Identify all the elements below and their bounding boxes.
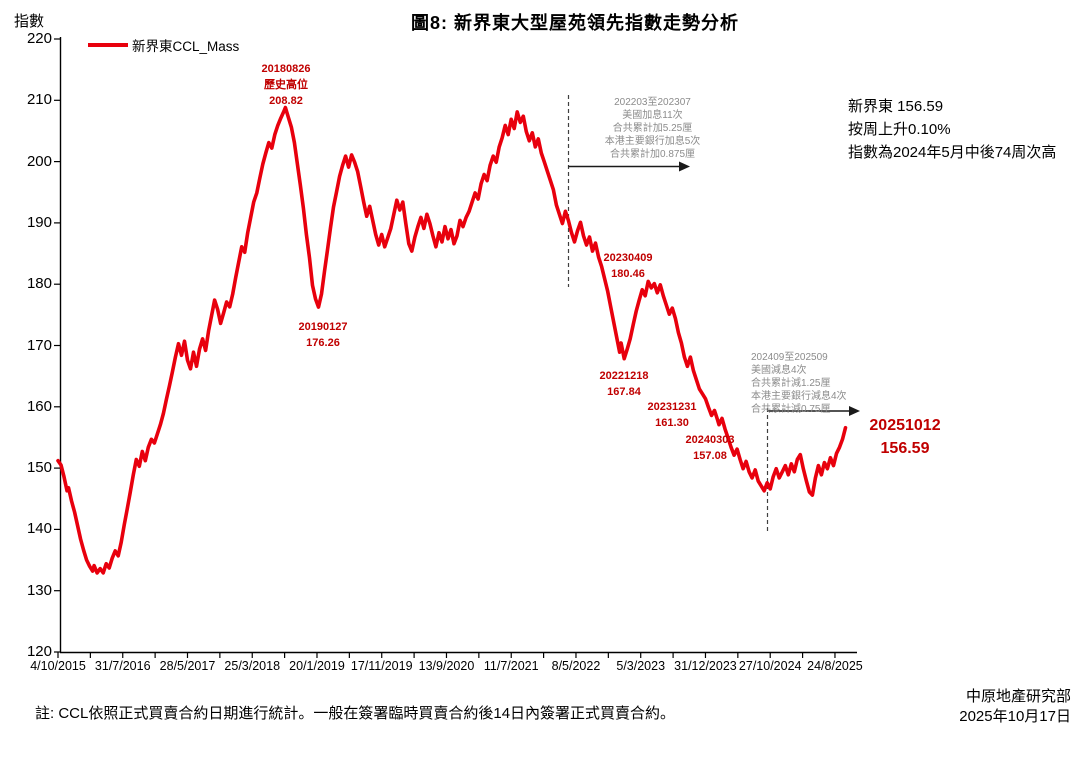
- chart-title: 圖8: 新界東大型屋苑領先指數走勢分析: [410, 13, 739, 33]
- info-line: 合共累計加5.25厘: [612, 123, 693, 134]
- y-tick-label: 220: [26, 30, 52, 47]
- summary-line: 指數為2024年5月中後74周次高: [848, 144, 1057, 161]
- summary-line: 按周上升0.10%: [848, 121, 951, 138]
- x-tick-label: 11/7/2021: [483, 659, 539, 673]
- annotation-low-2022: 20221218 167.84: [534, 368, 714, 400]
- x-tick-label: 8/5/2022: [551, 659, 601, 673]
- annotation-low-2024: 20240303 157.08: [620, 432, 800, 464]
- y-tick-label: 120: [26, 643, 52, 660]
- annotation-line: 161.30: [655, 417, 689, 429]
- y-tick-label: 160: [26, 397, 52, 415]
- info-line: 美國加息11次: [622, 110, 683, 121]
- legend: 新界東CCL_Mass: [88, 35, 239, 55]
- x-tick-label: 20/1/2019: [289, 659, 345, 673]
- annotation-line: 176.26: [306, 337, 340, 349]
- x-tick-label: 27/10/2024: [738, 659, 802, 673]
- x-tick-label: 31/7/2016: [94, 659, 151, 673]
- annotation-line: 20190127: [298, 321, 348, 333]
- y-tick-label: 140: [26, 520, 52, 538]
- info-line: 本港主要銀行加息5次: [604, 136, 701, 147]
- annotation-line: 180.46: [611, 268, 645, 280]
- annotation-latest: 20251012 156.59: [815, 414, 995, 460]
- y-tick-label: 200: [26, 152, 52, 170]
- x-tick-label: 24/8/2025: [807, 659, 863, 673]
- x-tick-label: 13/9/2020: [418, 659, 475, 673]
- latest-summary: 新界東 156.59 按周上升0.10% 指數為2024年5月中後74周次高: [848, 95, 1056, 164]
- annotation-line: 167.84: [607, 386, 641, 398]
- footnote: 註: CCL依照正式買賣合約日期進行統計。一般在簽署臨時買賣合約後14日內簽署正…: [35, 705, 676, 722]
- annotation-line: 20231231: [647, 401, 697, 413]
- annotation-line: 156.59: [880, 440, 930, 457]
- y-tick-label: 130: [26, 581, 52, 599]
- source-block: 中原地產研究部 2025年10月17日: [959, 687, 1071, 727]
- annotation-line: 20251012: [869, 417, 941, 434]
- info-box-rate-hikes: 202203至202307 美國加息11次 合共累計加5.25厘 本港主要銀行加息5次…: [555, 96, 750, 161]
- y-tick-label: 190: [26, 213, 52, 231]
- y-tick-label: 150: [26, 459, 52, 477]
- info-box-rate-cuts: 202409至202509 美國減息4次合共累計減1.25厘本港主要銀行減息4次合…: [751, 351, 891, 416]
- x-tick-label: 28/5/2017: [159, 659, 216, 673]
- info-line: 合共累計減0.75厘: [751, 404, 831, 415]
- annotation-low-2019: 20190127 176.26: [233, 319, 413, 351]
- x-tick-label: 17/11/2019: [350, 659, 413, 673]
- info-line: 合共累計減1.25厘: [751, 378, 831, 389]
- x-tick-label: 25/3/2018: [224, 659, 281, 673]
- annotation-line: 157.08: [693, 450, 727, 462]
- annotation-line: 20180826: [261, 63, 311, 75]
- annotation-line: 208.82: [269, 95, 303, 107]
- x-tick-label: 31/12/2023: [674, 659, 737, 673]
- annotation-peak-2018: 20180826 歷史高位 208.82: [196, 61, 376, 109]
- x-tick-label: 5/3/2023: [616, 659, 666, 673]
- annotation-line: 20240303: [685, 434, 735, 446]
- y-tick-label: 170: [26, 336, 52, 354]
- info-line: 202409至202509: [751, 352, 828, 363]
- info-line: 本港主要銀行減息4次: [751, 391, 847, 402]
- summary-line: 新界東 156.59: [848, 98, 944, 115]
- annotation-rebound-2023: 20230409 180.46: [538, 250, 718, 282]
- arrow-head-rate-hikes: [679, 161, 690, 172]
- arrow-head-rate-cuts: [849, 406, 860, 416]
- x-tick-label: 4/10/2015: [30, 659, 86, 673]
- annotation-line: 20221218: [599, 370, 649, 382]
- y-tick-label: 210: [26, 91, 52, 109]
- series-line: [56, 105, 848, 575]
- legend-line-swatch: [88, 43, 128, 47]
- info-line: 合共累計加0.875厘: [609, 149, 696, 160]
- annotation-line: 歷史高位: [264, 79, 308, 91]
- legend-series-label: 新界東CCL_Mass: [132, 39, 240, 54]
- annotation-line: 20230409: [603, 252, 653, 264]
- annotation-low-2023: 20231231 161.30: [582, 399, 762, 431]
- info-line: 美國減息4次: [751, 365, 807, 376]
- source-name: 中原地產研究部: [965, 688, 1071, 705]
- source-date: 2025年10月17日: [959, 708, 1071, 725]
- y-axis-title: 指數: [14, 13, 45, 30]
- y-tick-label: 180: [26, 275, 52, 293]
- info-line: 202203至202307: [614, 97, 691, 108]
